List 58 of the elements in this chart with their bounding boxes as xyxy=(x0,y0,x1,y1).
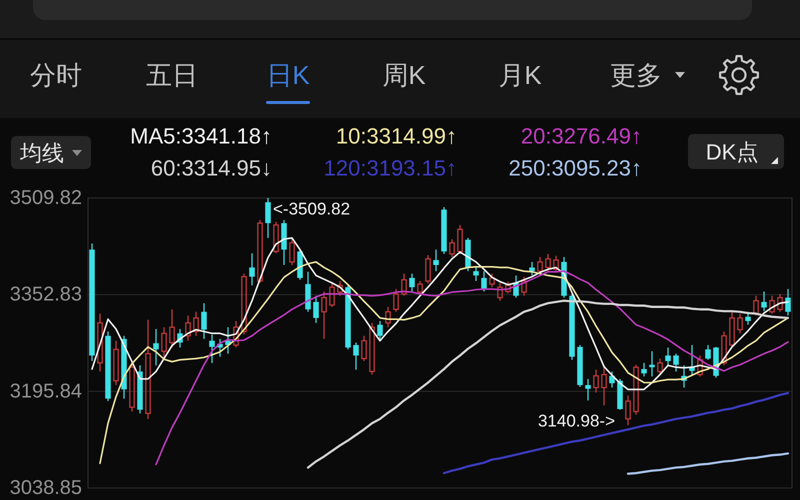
candlestick xyxy=(321,290,327,340)
y-tick-label: 3352.83 xyxy=(10,284,82,306)
candlestick xyxy=(745,311,751,326)
candlestick xyxy=(705,344,711,360)
candlestick xyxy=(665,346,671,366)
candlestick xyxy=(353,342,359,370)
y-tick-label: 3038.85 xyxy=(10,477,82,499)
candlestick xyxy=(593,369,599,394)
candlestick xyxy=(601,364,607,406)
text: DK点 xyxy=(706,140,758,164)
candlestick xyxy=(193,311,199,336)
text: 日K xyxy=(266,60,310,90)
text: 月K xyxy=(498,60,542,90)
text: 均线 xyxy=(19,140,64,166)
annotation: <-3509.82 xyxy=(273,200,350,218)
candlestick xyxy=(201,302,207,340)
candlestick xyxy=(785,288,791,316)
candlestick xyxy=(169,308,175,348)
text: 周K xyxy=(382,60,426,90)
candlestick xyxy=(185,314,191,342)
text: 20:3276.49↑ xyxy=(520,124,642,148)
candlestick xyxy=(145,319,151,420)
candlestick xyxy=(97,313,103,372)
text: 250:3095.23↑ xyxy=(508,156,642,180)
candlestick xyxy=(409,273,415,292)
candlestick xyxy=(481,270,487,292)
candlestick xyxy=(641,362,647,378)
line-series xyxy=(442,392,790,474)
candlestick xyxy=(153,328,159,366)
candlestick xyxy=(377,320,383,340)
y-tick-label: 3195.84 xyxy=(10,380,82,402)
candlestick xyxy=(313,295,319,324)
candlestick xyxy=(161,326,167,360)
candlestick xyxy=(585,378,591,402)
candlestick xyxy=(433,249,439,272)
text: 五日 xyxy=(146,60,198,90)
text: 分时 xyxy=(30,60,82,90)
line-series xyxy=(626,452,790,475)
candlestick xyxy=(689,344,695,376)
line-series xyxy=(306,300,790,469)
candlestick xyxy=(209,334,215,364)
candlestick xyxy=(265,197,271,239)
y-tick-label: 3509.82 xyxy=(10,187,82,209)
annotation: 3140.98-> xyxy=(538,412,616,431)
candlestick xyxy=(385,306,391,328)
candlestick xyxy=(113,340,119,386)
text: 120:3193.15↑ xyxy=(324,156,457,180)
candlestick xyxy=(673,353,679,372)
candlestick xyxy=(625,394,631,426)
candlestick xyxy=(249,252,255,286)
text: 60:3314.95↓ xyxy=(150,156,272,180)
text: 10:3314.99↑ xyxy=(336,124,457,148)
candlestick xyxy=(609,370,615,388)
candlestick xyxy=(761,290,767,312)
text: 更多 xyxy=(610,60,662,90)
candlestick xyxy=(473,266,479,282)
text: MA5:3341.18↑ xyxy=(130,124,272,148)
candlestick xyxy=(529,261,535,276)
